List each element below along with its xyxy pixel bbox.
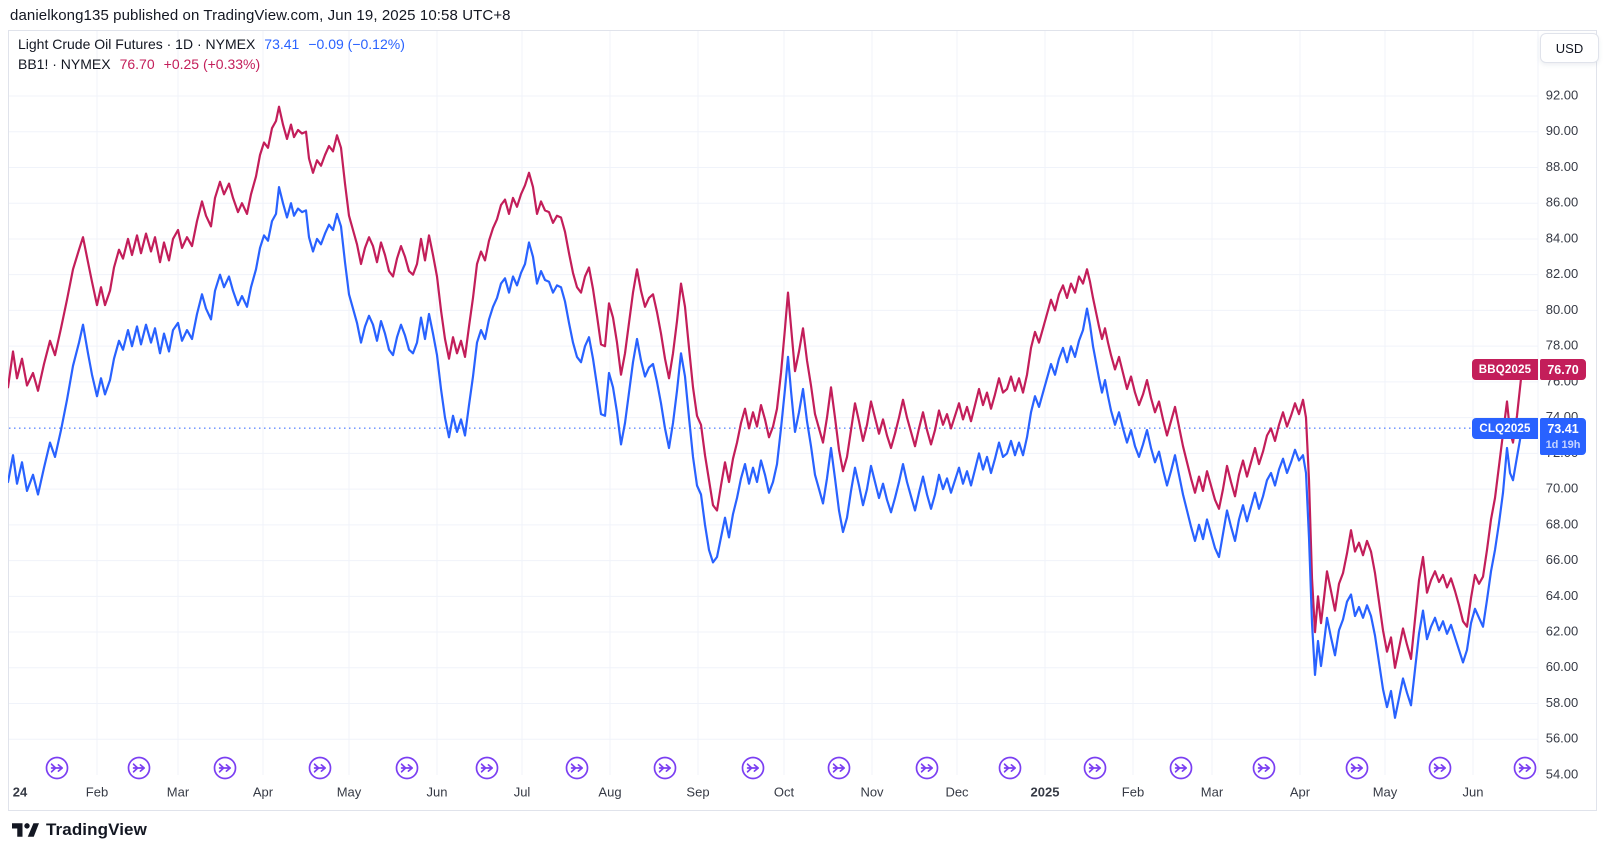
contract-rollover-icon[interactable]: [741, 756, 765, 780]
tradingview-wordmark[interactable]: TradingView: [46, 820, 147, 839]
time-axis-label[interactable]: Feb: [1122, 784, 1144, 799]
price-badge-bbq2025: 76.70: [1540, 359, 1586, 380]
contract-rollover-icon[interactable]: [915, 756, 939, 780]
currency-button[interactable]: USD: [1540, 33, 1599, 63]
time-axis-label[interactable]: Oct: [774, 784, 795, 799]
contract-rollover-icon[interactable]: [998, 756, 1022, 780]
contract-rollover-icon[interactable]: [1169, 756, 1193, 780]
contract-rollover-icon[interactable]: [1513, 756, 1537, 780]
time-axis-label[interactable]: Jun: [427, 784, 448, 799]
series-line-clq2025[interactable]: [8, 186, 1524, 719]
price-badge-clq2025-value: 73.41: [1547, 421, 1579, 436]
chart-frame: [8, 30, 1597, 811]
contract-badge-bbq2025: BBQ2025: [1472, 359, 1538, 380]
price-axis-label[interactable]: 68.00: [1546, 516, 1579, 531]
price-axis-label[interactable]: 82.00: [1546, 266, 1579, 281]
change-clq: −0.09 (−0.12%): [308, 36, 405, 52]
time-axis-label[interactable]: Nov: [860, 784, 884, 799]
price-badge-bbq2025-value: 76.70: [1547, 362, 1579, 377]
price-chart[interactable]: 24 Feb Mar Apr May Jun Jul Aug Sep Oct Nov Dec 2025 F…: [8, 30, 1597, 811]
contract-rollover-icon[interactable]: [308, 756, 332, 780]
publish-header: danielkong135 published on TradingView.c…: [10, 7, 511, 24]
price-axis-label[interactable]: 66.00: [1546, 552, 1579, 567]
symbol-title-clq[interactable]: Light Crude Oil Futures · 1D · NYMEX: [18, 36, 256, 52]
time-axis-label[interactable]: Apr: [1290, 784, 1311, 799]
price-axis-label[interactable]: 56.00: [1546, 731, 1579, 746]
time-axis-label[interactable]: Mar: [1201, 784, 1224, 799]
last-price-clq: 73.41: [264, 36, 300, 52]
price-axis-label[interactable]: 58.00: [1546, 695, 1579, 710]
time-axis-label[interactable]: May: [1373, 784, 1398, 799]
price-badge-clq2025: 73.41 1d 19h: [1540, 418, 1586, 455]
legend-row-clq[interactable]: Light Crude Oil Futures · 1D · NYMEX 73.…: [18, 36, 405, 56]
contract-rollover-icon[interactable]: [127, 756, 151, 780]
time-axis-label[interactable]: 2025: [1031, 784, 1060, 799]
contract-badge-clq2025: CLQ2025: [1472, 418, 1538, 439]
last-price-bb1: 76.70: [119, 56, 155, 72]
price-axis-label[interactable]: 84.00: [1546, 230, 1579, 245]
contract-rollover-icon[interactable]: [1428, 756, 1452, 780]
contract-rollover-icon[interactable]: [1252, 756, 1276, 780]
contract-rollover-icon[interactable]: [827, 756, 851, 780]
price-axis-label[interactable]: 92.00: [1546, 87, 1579, 102]
time-axis-label[interactable]: Sep: [686, 784, 709, 799]
footer: TradingView: [12, 820, 147, 840]
contract-rollover-icon[interactable]: [565, 756, 589, 780]
price-axis-label[interactable]: 80.00: [1546, 302, 1579, 317]
price-axis-label[interactable]: 78.00: [1546, 338, 1579, 353]
bar-countdown: 1d 19h: [1545, 438, 1581, 451]
tradingview-logo-icon[interactable]: [12, 820, 39, 840]
time-axis-label[interactable]: Feb: [86, 784, 108, 799]
contract-rollover-icon[interactable]: [45, 756, 69, 780]
symbol-title-bb1[interactable]: BB1! · NYMEX: [18, 56, 111, 72]
time-axis-label[interactable]: Dec: [945, 784, 969, 799]
change-bb1: +0.25 (+0.33%): [163, 56, 261, 72]
price-axis-label[interactable]: 60.00: [1546, 659, 1579, 674]
price-axis-label[interactable]: 70.00: [1546, 481, 1579, 496]
contract-rollover-icon[interactable]: [1083, 756, 1107, 780]
contract-rollover-icon[interactable]: [475, 756, 499, 780]
time-axis-label[interactable]: Jun: [1463, 784, 1484, 799]
time-axis-label[interactable]: Mar: [167, 784, 190, 799]
contract-rollover-icon[interactable]: [1345, 756, 1369, 780]
price-axis-label[interactable]: 64.00: [1546, 588, 1579, 603]
time-axis-label[interactable]: Jul: [514, 784, 531, 799]
price-axis-label[interactable]: 88.00: [1546, 159, 1579, 174]
time-axis-label[interactable]: Apr: [253, 784, 274, 799]
series-line-bbq2025[interactable]: [8, 105, 1524, 669]
price-axis-label[interactable]: 90.00: [1546, 123, 1579, 138]
price-axis-label[interactable]: 86.00: [1546, 195, 1579, 210]
price-axis-label[interactable]: 54.00: [1546, 766, 1579, 781]
time-axis-label[interactable]: Aug: [598, 784, 621, 799]
price-axis-label[interactable]: 62.00: [1546, 623, 1579, 638]
legend: Light Crude Oil Futures · 1D · NYMEX 73.…: [18, 36, 405, 76]
contract-rollover-icon[interactable]: [395, 756, 419, 780]
contract-rollover-icon[interactable]: [653, 756, 677, 780]
contract-rollover-icon[interactable]: [213, 756, 237, 780]
time-axis-label[interactable]: May: [337, 784, 362, 799]
legend-row-bb1[interactable]: BB1! · NYMEX 76.70 +0.25 (+0.33%): [18, 56, 405, 76]
time-axis-label[interactable]: 24: [13, 784, 28, 799]
